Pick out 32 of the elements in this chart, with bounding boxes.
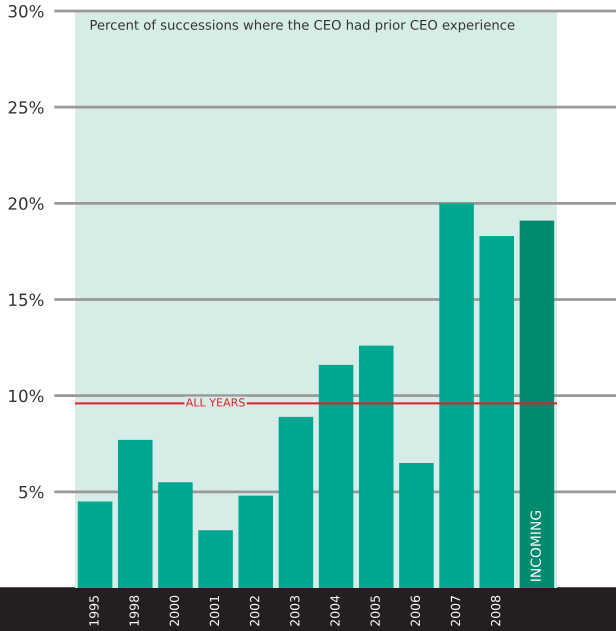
y-tick-label: 25% — [8, 101, 44, 114]
bar — [158, 482, 193, 588]
annotation: INCOMING — [530, 511, 541, 581]
bar — [118, 440, 153, 588]
bar — [479, 236, 514, 588]
bar — [278, 416, 314, 588]
bar — [439, 203, 474, 588]
x-tick-label: 2005 — [370, 596, 380, 626]
x-tick-label: 2008 — [490, 596, 500, 626]
bar — [520, 220, 554, 588]
x-tick-label: 2006 — [410, 596, 420, 626]
x-tick-label: 1995 — [89, 596, 99, 626]
bar — [318, 364, 354, 588]
x-tick-label: 2000 — [170, 596, 180, 626]
y-tick-label: 20% — [8, 197, 44, 210]
x-tick-label: 2001 — [210, 596, 220, 626]
bar — [399, 462, 434, 588]
x-tick-label: 2003 — [290, 596, 300, 626]
y-tick-label: 30% — [8, 4, 44, 18]
bar — [238, 496, 274, 588]
x-tick-label: 2002 — [250, 596, 260, 626]
y-tick-label: 10% — [9, 390, 44, 402]
x-tick-label: 1998 — [129, 596, 139, 626]
x-tick-label: 2004 — [330, 596, 340, 626]
ref-line-label: ALL YEARS — [186, 398, 245, 407]
bar — [198, 530, 233, 588]
x-tick-label: 2007 — [450, 596, 460, 626]
text: Percent of successions where the CEO had prior CEO experience — [90, 20, 514, 32]
bar — [358, 346, 394, 588]
y-tick-label: 5% — [19, 486, 44, 498]
y-tick-label: 15% — [9, 293, 44, 306]
bar — [78, 501, 112, 588]
